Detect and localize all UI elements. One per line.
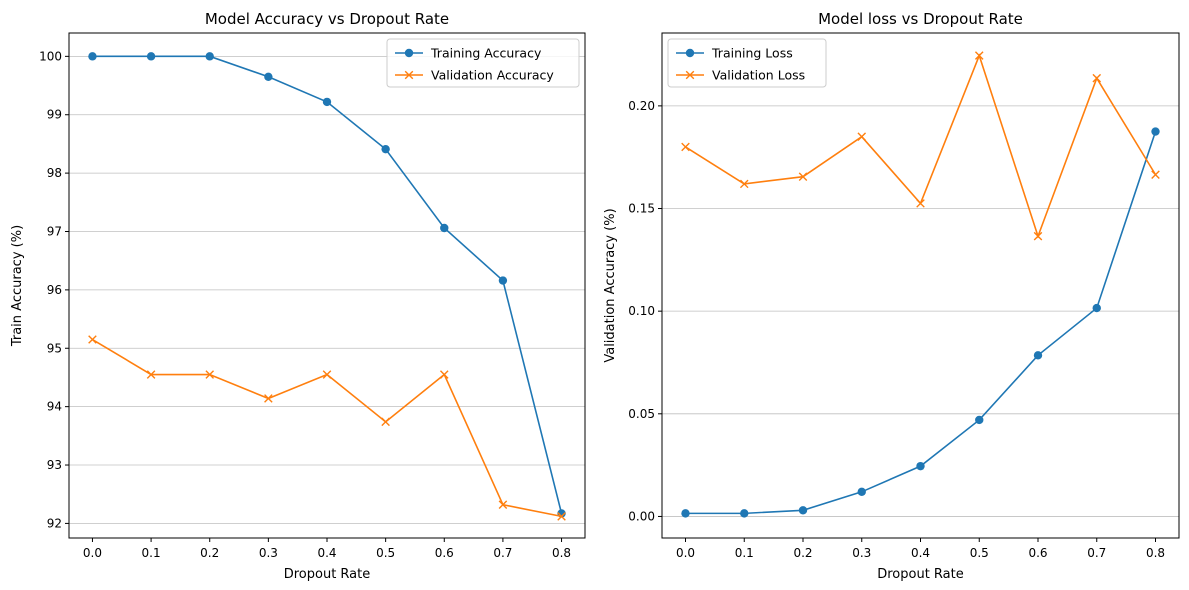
x-tick-label: 0.0 (83, 546, 102, 560)
legend-marker (685, 48, 695, 58)
y-axis-label: Train Accuracy (%) (10, 225, 25, 347)
data-point (557, 512, 566, 521)
y-tick-label: 0.20 (628, 99, 655, 113)
x-tick-label: 0.0 (676, 546, 695, 560)
data-point (740, 509, 749, 518)
data-point (205, 370, 215, 379)
data-point (974, 51, 984, 60)
x-tick-label: 0.5 (970, 546, 989, 560)
data-point (205, 52, 214, 61)
data-point (975, 415, 984, 425)
data-point (264, 72, 273, 81)
data-point (798, 172, 808, 181)
data-point (88, 52, 97, 61)
x-tick-label: 0.2 (200, 546, 219, 560)
chart-panel-2: 0.00 0.05 0.10 0.15 0.20 0.0 0.1 0.2 0.3 0.4 0.5 0.… (603, 10, 1180, 582)
x-tick-label: 0.6 (435, 546, 454, 560)
x-tick-label: 0.3 (259, 546, 278, 560)
x-tick-label: 0.7 (1087, 546, 1106, 560)
data-point (381, 417, 390, 427)
x-tick-label: 0.8 (1146, 546, 1165, 560)
legend: Training Loss Validation Loss (667, 38, 827, 88)
data-point (681, 509, 690, 518)
data-point (322, 97, 332, 107)
plot-frame (68, 32, 586, 539)
legend-box (386, 38, 580, 88)
plot-frame (661, 32, 1180, 539)
legend: Training Accuracy Validation Accuracy (386, 38, 580, 88)
data-point (1151, 170, 1160, 179)
x-tick-label: 0.4 (317, 546, 336, 560)
data-point (798, 506, 808, 515)
x-axis-label: Dropout Rate (284, 567, 371, 582)
x-tick-label: 0.1 (142, 546, 161, 560)
y-tick-label: 97 (47, 224, 62, 238)
x-tick-label: 0.5 (376, 546, 395, 560)
legend-marker (685, 70, 695, 80)
series-line-2 (92, 338, 562, 518)
y-tick-label: 92 (47, 516, 62, 530)
y-tick-label: 94 (47, 400, 62, 414)
x-tick-label: 0.2 (793, 546, 812, 560)
x-tick-label: 0.6 (1028, 546, 1047, 560)
y-tick-label: 95 (47, 341, 62, 355)
data-point (1033, 231, 1043, 241)
data-point (440, 223, 449, 233)
data-point (681, 142, 690, 152)
legend-label: Validation Accuracy (431, 68, 554, 83)
x-axis-label: Dropout Rate (877, 567, 964, 582)
data-point (322, 370, 332, 379)
series-line-1 (92, 55, 563, 514)
legend-marker (404, 48, 414, 58)
data-point (381, 144, 390, 154)
data-point (439, 370, 449, 379)
y-tick-label: 99 (47, 108, 62, 122)
data-point (857, 487, 866, 497)
data-point (739, 179, 749, 189)
data-point (1151, 127, 1160, 136)
x-tick-label: 0.8 (552, 546, 571, 560)
y-tick-label: 100 (39, 49, 62, 63)
data-point (264, 394, 273, 403)
data-point (498, 276, 508, 285)
y-tick-label: 0.05 (628, 407, 655, 421)
legend-label: Training Loss (711, 46, 793, 61)
y-tick-label: 0.10 (628, 304, 655, 318)
legend-marker (404, 70, 414, 80)
data-point (498, 500, 508, 510)
x-tick-label: 0.4 (911, 546, 930, 560)
data-point (146, 370, 156, 379)
chart-title: Model Accuracy vs Dropout Rate (205, 10, 449, 28)
x-tick-label: 0.1 (735, 546, 754, 560)
legend-label: Training Accuracy (430, 46, 542, 61)
y-tick-label: 93 (47, 458, 62, 472)
data-point (916, 199, 925, 208)
legend-label: Validation Loss (712, 68, 805, 83)
data-point (146, 52, 156, 61)
data-point (857, 132, 867, 141)
data-point (1092, 303, 1101, 313)
y-tick-label: 98 (47, 166, 62, 180)
x-tick-label: 0.7 (493, 546, 512, 560)
y-tick-label: 96 (47, 283, 62, 297)
data-point (1033, 351, 1043, 360)
y-axis-label: Validation Accuracy (%) (603, 208, 618, 362)
series-line-1 (685, 131, 1157, 515)
y-tick-label: 0.15 (628, 202, 655, 216)
chart-title: Model loss vs Dropout Rate (818, 10, 1023, 28)
x-tick-label: 0.3 (852, 546, 871, 560)
y-tick-label: 0.00 (628, 509, 655, 523)
chart-panel-1: 92 93 94 95 96 97 98 99 100 0.0 0.1 0.2 0.3 0.4 0.5 0.6… (10, 10, 586, 582)
data-point (916, 461, 925, 471)
data-point (88, 335, 97, 344)
data-point (1092, 73, 1102, 83)
legend-box (667, 38, 827, 88)
